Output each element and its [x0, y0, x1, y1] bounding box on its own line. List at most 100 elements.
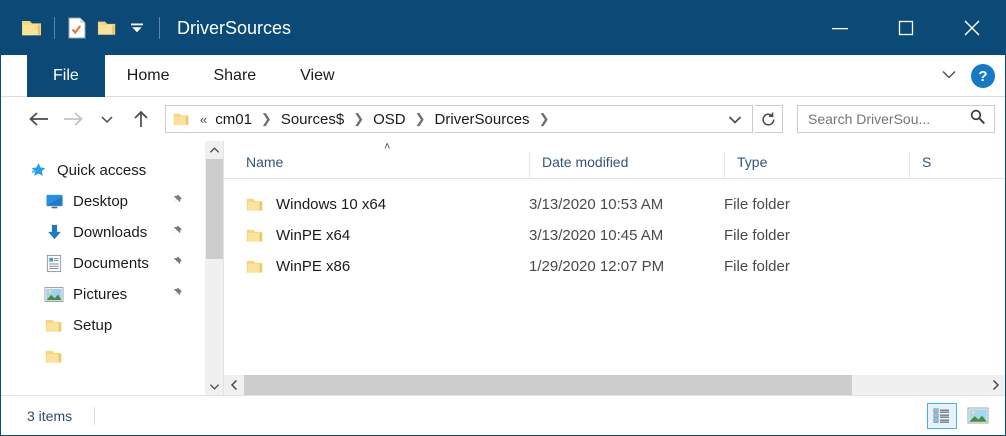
arrow-right-icon	[57, 103, 89, 135]
breadcrumb-item-cm01[interactable]: cm01	[215, 110, 252, 128]
chevron-down-icon[interactable]	[939, 67, 959, 86]
search-input[interactable]	[808, 111, 969, 127]
breadcrumb-item-driversources[interactable]: DriverSources	[434, 110, 530, 128]
scroll-thumb[interactable]	[244, 375, 852, 395]
file-type-cell: File folder	[724, 196, 790, 213]
tab-home[interactable]: Home	[126, 67, 170, 84]
status-divider	[94, 406, 96, 425]
title-divider	[159, 17, 160, 39]
status-bar: 3 items	[1, 395, 1005, 435]
navigation-list: Quick access Desktop	[1, 141, 205, 395]
folder-icon[interactable]	[17, 13, 47, 43]
file-date-cell: 3/13/2020 10:45 AM	[529, 227, 664, 244]
file-name-label: WinPE x64	[276, 227, 351, 244]
properties-icon[interactable]	[62, 13, 92, 43]
quick-access-toolbar: DriverSources	[1, 13, 291, 43]
tab-file[interactable]: File	[27, 55, 105, 97]
breadcrumb-separator[interactable]: ❯	[353, 111, 365, 126]
address-bar: « cm01 ❯ Sources$ ❯ OSD ❯ DriverSources …	[1, 97, 1005, 141]
column-header-row: ˄ Name Date modified Type S	[224, 141, 1005, 179]
table-row[interactable]: WinPE x64 3/13/2020 10:45 AM File folder	[224, 220, 1005, 251]
close-icon[interactable]	[939, 1, 1005, 55]
breadcrumb-overflow[interactable]: «	[200, 111, 208, 127]
sidebar-item-label: Documents	[73, 255, 149, 272]
folder-icon	[246, 259, 264, 275]
sidebar-item-label: Setup	[73, 317, 113, 334]
file-list-scrollbar[interactable]	[224, 375, 1005, 395]
breadcrumb-item-osd[interactable]: OSD	[373, 110, 406, 128]
breadcrumb-item-sources[interactable]: Sources$	[280, 110, 345, 128]
search-icon[interactable]	[969, 108, 986, 130]
desktop-icon	[43, 193, 65, 210]
star-pin-icon	[27, 161, 49, 180]
arrow-up-icon[interactable]	[125, 103, 157, 135]
toolbar-divider	[54, 17, 55, 39]
maximize-icon[interactable]	[873, 1, 939, 55]
folder-icon	[43, 318, 65, 334]
file-name-cell[interactable]: WinPE x86	[224, 258, 529, 275]
pin-icon[interactable]	[170, 224, 183, 241]
search-box[interactable]	[797, 105, 995, 133]
arrow-left-icon[interactable]	[23, 103, 55, 135]
folder-icon	[246, 197, 264, 213]
pin-icon[interactable]	[170, 286, 183, 303]
ribbon-controls: ?	[939, 55, 995, 97]
table-row[interactable]: WinPE x86 1/29/2020 12:07 PM File folder	[224, 251, 1005, 282]
column-header-name[interactable]: Name	[246, 154, 284, 170]
help-icon[interactable]: ?	[971, 64, 995, 88]
navigation-scrollbar[interactable]	[205, 141, 223, 395]
folder-icon	[43, 349, 65, 365]
breadcrumb-separator[interactable]: ❯	[538, 111, 550, 126]
recent-locations-icon[interactable]	[91, 103, 123, 135]
sidebar-item-downloads[interactable]: Downloads	[1, 217, 205, 248]
folder-icon	[246, 228, 264, 244]
minimize-icon[interactable]	[807, 1, 873, 55]
table-row[interactable]: Windows 10 x64 3/13/2020 10:53 AM File f…	[224, 189, 1005, 220]
sidebar-item-desktop[interactable]: Desktop	[1, 186, 205, 217]
file-name-label: WinPE x86	[276, 258, 351, 275]
new-folder-icon[interactable]	[92, 13, 122, 43]
sidebar-item-partial[interactable]	[1, 341, 205, 372]
scroll-up-icon[interactable]	[206, 141, 224, 159]
tab-view[interactable]: View	[300, 67, 335, 84]
file-date-cell: 1/29/2020 12:07 PM	[529, 258, 665, 275]
file-pane: ˄ Name Date modified Type S	[224, 141, 1005, 395]
sidebar-item-documents[interactable]: Documents	[1, 248, 205, 279]
breadcrumb-separator[interactable]: ❯	[260, 111, 272, 126]
column-header-size[interactable]: S	[909, 152, 969, 178]
scroll-left-icon[interactable]	[224, 375, 244, 395]
column-header-type[interactable]: Type	[724, 152, 909, 178]
scroll-track[interactable]	[244, 375, 985, 395]
details-view-icon[interactable]	[927, 402, 957, 429]
large-icons-view-icon[interactable]	[963, 403, 993, 429]
pin-icon[interactable]	[170, 193, 183, 210]
pane-splitter[interactable]	[223, 141, 224, 395]
column-header-date-modified[interactable]: Date modified	[529, 152, 724, 178]
file-type-cell: File folder	[724, 227, 790, 244]
file-type-cell: File folder	[724, 258, 790, 275]
sidebar-item-label: Desktop	[73, 193, 129, 210]
pin-icon[interactable]	[170, 255, 183, 272]
sidebar-item-pictures[interactable]: Pictures	[1, 279, 205, 310]
explorer-body: Quick access Desktop	[1, 141, 1005, 395]
scroll-thumb[interactable]	[205, 159, 223, 259]
scroll-track[interactable]	[205, 159, 223, 377]
pictures-icon	[43, 286, 65, 303]
scroll-right-icon[interactable]	[985, 375, 1005, 395]
title-bar: DriverSources	[1, 1, 1005, 55]
sidebar-item-setup[interactable]: Setup	[1, 310, 205, 341]
breadcrumb[interactable]: « cm01 ❯ Sources$ ❯ OSD ❯ DriverSources …	[165, 105, 753, 133]
file-name-label: Windows 10 x64	[276, 196, 387, 213]
file-list: Windows 10 x64 3/13/2020 10:53 AM File f…	[224, 179, 1005, 375]
breadcrumb-dropdown-icon[interactable]	[718, 112, 752, 126]
sidebar-item-quick-access[interactable]: Quick access	[1, 155, 205, 186]
file-name-cell[interactable]: Windows 10 x64	[224, 196, 529, 213]
tab-share[interactable]: Share	[213, 67, 257, 84]
file-name-cell[interactable]: WinPE x64	[224, 227, 529, 244]
customize-chevron-icon[interactable]	[122, 13, 152, 43]
file-date-cell: 3/13/2020 10:53 AM	[529, 196, 664, 213]
scroll-down-icon[interactable]	[206, 377, 224, 395]
sort-ascending-icon: ˄	[384, 141, 391, 153]
refresh-icon[interactable]	[755, 105, 783, 133]
breadcrumb-separator[interactable]: ❯	[414, 111, 426, 126]
